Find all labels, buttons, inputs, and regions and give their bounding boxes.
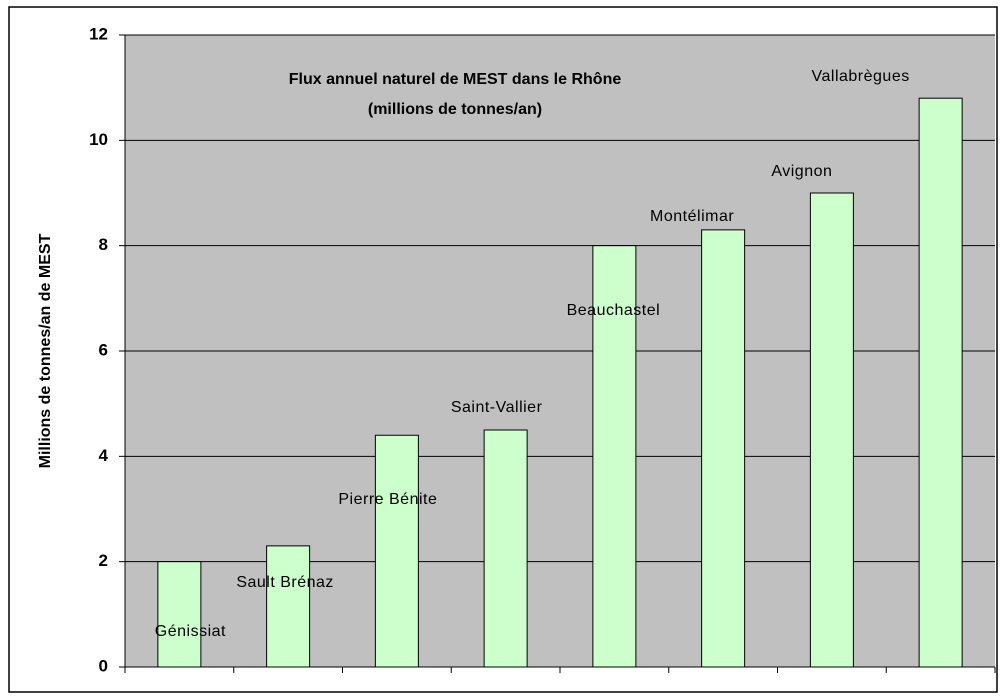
bar-label: Montélimar bbox=[650, 208, 734, 225]
chart-subtitle: (millions de tonnes/an) bbox=[368, 101, 542, 118]
bar-label: Sault Brénaz bbox=[236, 574, 334, 591]
bar bbox=[809, 192, 854, 668]
bar bbox=[592, 245, 637, 668]
bar bbox=[918, 97, 963, 668]
bar-label: Génissiat bbox=[155, 623, 226, 640]
y-tick-label: 0 bbox=[99, 656, 108, 675]
bar-label: Beauchastel bbox=[567, 302, 661, 319]
bar bbox=[266, 545, 311, 668]
bar-label: Avignon bbox=[771, 163, 832, 180]
y-tick-label: 10 bbox=[89, 130, 108, 149]
y-tick-label: 12 bbox=[89, 24, 108, 43]
bar bbox=[157, 561, 202, 668]
bar bbox=[701, 229, 746, 668]
y-tick-label: 2 bbox=[99, 551, 108, 570]
bar-label: Vallabrègues bbox=[812, 68, 910, 85]
y-tick-label: 6 bbox=[99, 340, 108, 359]
y-tick-label: 8 bbox=[99, 235, 108, 254]
y-tick-label: 4 bbox=[99, 446, 109, 465]
chart-title: Flux annuel naturel de MEST dans le Rhôn… bbox=[289, 71, 622, 88]
bar bbox=[374, 434, 419, 668]
bar-label: Pierre Bénite bbox=[338, 491, 437, 508]
bar-label: Saint-Vallier bbox=[451, 399, 543, 416]
bar bbox=[483, 429, 528, 668]
y-axis-label: Millions de tonnes/an de MEST bbox=[37, 233, 54, 468]
